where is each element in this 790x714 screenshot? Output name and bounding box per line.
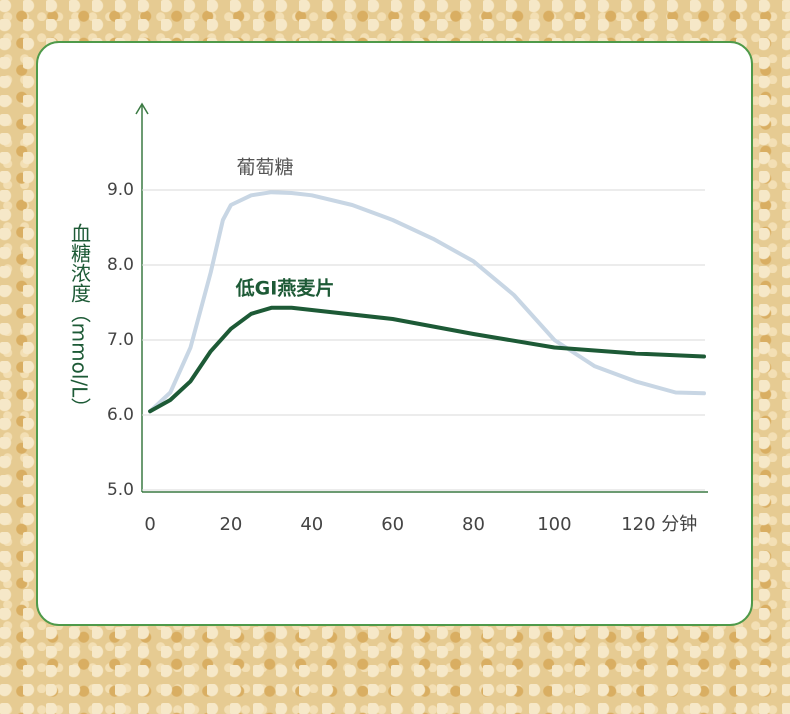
- card: [36, 41, 753, 626]
- series-line: [148, 190, 706, 414]
- x-tick-label: 20: [219, 514, 242, 535]
- x-tick-label: 60: [381, 514, 404, 535]
- y-tick-label: 7.0: [107, 330, 134, 350]
- series-label: 葡萄糖: [236, 157, 293, 179]
- y-tick-label: 9.0: [107, 180, 134, 200]
- x-tick-label: 40: [300, 514, 323, 535]
- y-tick-label: 6.0: [107, 405, 134, 425]
- series-line: [148, 305, 706, 414]
- y-axis-arrow: [135, 102, 149, 115]
- x-tick-label: 0: [144, 514, 155, 535]
- y-tick-label: 5.0: [107, 480, 134, 500]
- x-tick-label: 120 分钟: [621, 514, 697, 535]
- y-axis-title: 血糖浓度（mmol/L）: [68, 222, 92, 417]
- x-tick-label: 100: [537, 514, 571, 535]
- series-label: 低GI燕麦片: [235, 277, 335, 300]
- y-tick-label: 8.0: [107, 255, 134, 275]
- x-tick-label: 80: [462, 514, 485, 535]
